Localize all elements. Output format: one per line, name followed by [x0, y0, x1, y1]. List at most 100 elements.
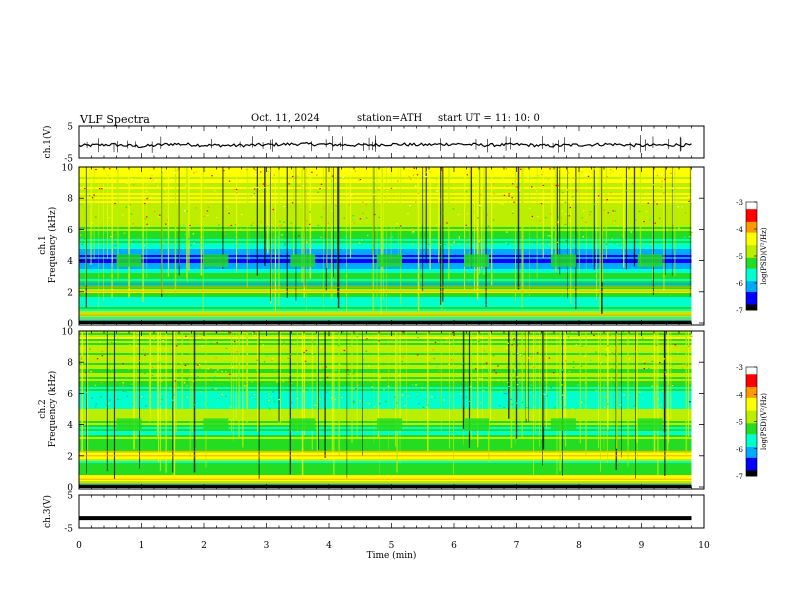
spectrogram-speckle — [154, 210, 156, 213]
spectrogram-speckle — [631, 235, 633, 237]
y-tick-label: 6 — [67, 390, 73, 400]
spectrogram-speckle — [508, 193, 510, 195]
spectrogram-speckle — [428, 243, 430, 246]
spectrogram-band — [79, 373, 692, 376]
colorbar-segment — [746, 220, 757, 223]
spectrogram-speckle — [188, 238, 190, 240]
spectrogram-speckle — [660, 380, 663, 382]
spectrogram-speckle — [128, 368, 130, 370]
spectrogram-band — [79, 237, 692, 240]
colorbar-segment — [746, 412, 757, 415]
spectrogram-speckle — [376, 244, 378, 247]
spectrogram-speckle — [516, 344, 518, 347]
colorbar-segment — [746, 279, 757, 282]
spectrogram-speckle — [361, 201, 364, 203]
spectrogram-speckle — [607, 212, 610, 214]
spectrogram-speckle — [281, 234, 283, 236]
spectrogram-band — [79, 385, 692, 388]
spectrogram-speckle — [122, 214, 124, 216]
spectrogram-speckle — [217, 369, 219, 371]
spectrogram-speckle — [254, 169, 257, 171]
spectrogram-speckle — [563, 180, 565, 182]
spectrogram-speckle — [491, 194, 493, 196]
colorbar-segment — [746, 256, 757, 259]
spectrogram-speckle — [531, 387, 533, 389]
spectrogram-speckle — [190, 373, 193, 375]
spectrogram-speckle — [423, 175, 425, 177]
spectrogram-speckle — [179, 339, 181, 341]
spectrogram-speckle — [136, 238, 138, 240]
spectrogram-speckle — [240, 214, 243, 216]
spectrogram-speckle — [353, 222, 356, 224]
spectrogram-speckle — [164, 178, 166, 180]
spectrogram-speckle — [136, 345, 138, 347]
spectrogram-band — [79, 391, 692, 394]
spectrogram-speckle — [595, 390, 598, 392]
spectrogram-speckle — [652, 184, 654, 186]
spectrogram-speckle — [230, 347, 232, 349]
spectrogram-speckle — [81, 243, 84, 245]
spectrogram-speckle — [492, 355, 495, 357]
transmitter-block — [464, 254, 489, 267]
spectrogram-speckle — [217, 399, 219, 401]
colorbar-segment — [746, 425, 757, 428]
spectrogram-speckle — [552, 372, 555, 374]
colorbar-segment — [746, 417, 757, 421]
spectrogram-speckle — [319, 188, 321, 190]
spectrogram-speckle — [124, 229, 127, 231]
spectrogram-speckle — [677, 351, 679, 353]
spectrogram-speckle — [256, 369, 258, 371]
spectrogram-speckle — [175, 345, 178, 347]
colorbar-segment — [746, 430, 757, 433]
colorbar-segment — [746, 432, 757, 435]
spectrogram-speckle — [256, 359, 258, 361]
spectrogram-speckle — [627, 401, 629, 403]
spectrogram-speckle — [649, 243, 652, 246]
spectrogram-speckle — [323, 178, 325, 180]
y-tick-label: 2 — [67, 288, 73, 298]
spectrogram-speckle — [574, 177, 577, 179]
colorbar-segment — [746, 465, 757, 468]
spectrogram-speckle — [672, 385, 674, 387]
y-axis-label-line: Frequency (kHz) — [47, 371, 58, 448]
spectrogram-speckle — [446, 222, 448, 224]
spectrogram-speckle — [273, 400, 276, 402]
spectrogram-speckle — [353, 402, 355, 404]
spectrogram-speckle — [460, 406, 462, 408]
spectrogram-speckle — [368, 193, 370, 195]
spectrogram-speckle — [347, 369, 349, 371]
spectrogram-speckle — [215, 388, 217, 390]
spectrogram-band — [79, 271, 692, 274]
spectrogram-speckle — [402, 356, 404, 358]
spectrogram-speckle — [660, 404, 662, 406]
colorbar-tick-label: -5 — [736, 419, 743, 427]
spectrogram-band — [79, 337, 692, 340]
colorbar-segment — [746, 299, 757, 302]
spectrogram-speckle — [595, 173, 597, 175]
spectrogram-speckle — [507, 381, 509, 383]
spectrogram-speckle — [596, 376, 598, 378]
spectrogram-speckle — [164, 188, 166, 190]
spectrogram-speckle — [383, 389, 385, 391]
spectrogram-speckle — [152, 394, 154, 396]
colorbar-label: log(PSD)(V²/Hz) — [760, 227, 768, 284]
spectrogram-speckle — [691, 335, 693, 338]
spectrogram-speckle — [569, 220, 572, 222]
spectrogram-speckle — [114, 202, 116, 205]
spectrogram-speckle — [347, 345, 350, 347]
spectrogram-band — [79, 365, 692, 368]
spectrogram-speckle — [550, 387, 552, 389]
y-tick-label: -5 — [64, 155, 73, 165]
spectrogram-speckle — [225, 395, 227, 397]
spectrogram-speckle — [585, 370, 587, 372]
spectrogram-speckle — [519, 189, 521, 192]
spectrogram-speckle — [290, 356, 293, 358]
spectrogram-speckle — [337, 345, 340, 347]
spectrogram-band — [79, 285, 692, 288]
spectrogram-speckle — [505, 168, 508, 170]
spectrogram-band — [79, 289, 692, 292]
time-axis: 0 1 2 3 4 5 6 7 8 9 10 Time (min) — [76, 541, 710, 561]
spectrogram-speckle — [157, 185, 159, 187]
spectrogram-speckle — [603, 209, 605, 211]
transmitter-block — [377, 254, 403, 267]
